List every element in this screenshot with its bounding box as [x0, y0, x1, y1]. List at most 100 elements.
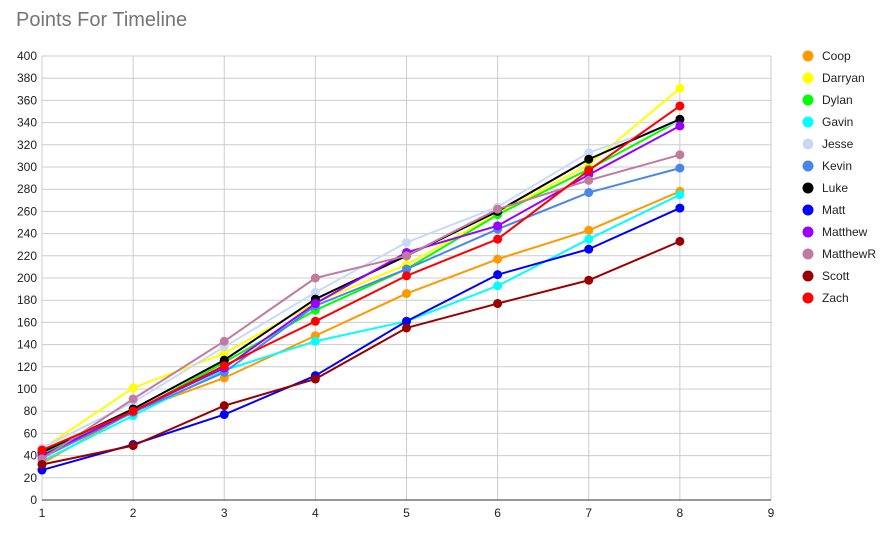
y-tick-label: 60	[24, 426, 38, 440]
y-tick-label: 160	[17, 315, 37, 329]
legend-item-matthewr: MatthewR	[802, 247, 876, 261]
legend-item-jesse: Jesse	[802, 137, 854, 151]
legend-marker	[802, 248, 814, 260]
data-point	[310, 287, 320, 297]
data-point	[584, 175, 594, 185]
legend-marker	[802, 160, 814, 172]
legend-marker	[802, 50, 814, 62]
data-point	[675, 114, 685, 124]
y-tick-label: 220	[17, 249, 37, 263]
data-point	[675, 121, 685, 131]
x-tick-label: 4	[312, 506, 319, 520]
data-point	[219, 361, 229, 371]
y-tick-label: 100	[17, 382, 37, 396]
data-point	[402, 271, 411, 281]
data-point	[584, 148, 594, 158]
y-tick-label: 340	[17, 116, 37, 130]
data-point	[128, 441, 138, 451]
x-tick-label: 1	[39, 506, 46, 520]
legend-label: Coop	[822, 49, 851, 63]
y-tick-label: 180	[17, 293, 37, 307]
legend-label: Darryan	[822, 71, 865, 85]
legend-item-scott: Scott	[802, 269, 850, 283]
data-point	[219, 410, 229, 420]
y-tick-label: 80	[24, 404, 38, 418]
legend-marker	[802, 72, 814, 84]
x-tick-label: 3	[221, 506, 228, 520]
data-point	[128, 394, 138, 404]
data-point	[219, 401, 229, 411]
series-line	[41, 190, 681, 465]
legend-label: Gavin	[822, 115, 853, 129]
legend-item-kevin: Kevin	[802, 159, 852, 173]
y-tick-label: 0	[30, 493, 37, 507]
data-point	[675, 101, 685, 111]
x-tick-label: 5	[403, 506, 410, 520]
legend-item-coop: Coop	[802, 49, 851, 63]
x-tick-label: 7	[585, 506, 592, 520]
data-point	[493, 234, 503, 244]
y-tick-label: 40	[24, 449, 38, 463]
x-tick-label: 8	[677, 506, 684, 520]
data-point	[493, 281, 503, 291]
data-point	[493, 299, 503, 309]
data-point	[584, 275, 594, 285]
legend-label: Dylan	[822, 93, 853, 107]
data-point	[584, 225, 594, 235]
legend-item-matt: Matt	[802, 203, 846, 217]
x-tick-label: 9	[768, 506, 775, 520]
data-point	[584, 234, 594, 244]
legend-item-gavin: Gavin	[802, 115, 853, 129]
legend-marker	[802, 226, 814, 238]
data-point	[219, 336, 229, 346]
legend-item-matthew: Matthew	[802, 225, 868, 239]
y-tick-label: 120	[17, 360, 37, 374]
y-tick-label: 280	[17, 182, 37, 196]
data-point	[310, 374, 320, 384]
data-point	[37, 459, 47, 469]
data-point	[675, 163, 685, 173]
series-line	[41, 153, 681, 460]
y-tick-label: 360	[17, 93, 37, 107]
y-tick-label: 320	[17, 138, 37, 152]
y-tick-label: 400	[17, 49, 37, 63]
data-point	[402, 264, 411, 274]
series-line	[41, 118, 681, 454]
series-line	[41, 167, 681, 459]
data-point	[310, 316, 320, 326]
legend-item-dylan: Dylan	[802, 93, 853, 107]
data-point	[128, 383, 138, 393]
data-point	[128, 406, 138, 416]
y-tick-label: 300	[17, 160, 37, 174]
data-point	[37, 445, 47, 455]
series-coop	[37, 186, 685, 468]
legend-label: Scott	[822, 269, 850, 283]
data-point	[584, 188, 594, 198]
series-matthewr	[37, 150, 685, 464]
data-point	[493, 270, 503, 280]
y-tick-label: 240	[17, 227, 37, 241]
series-line	[41, 87, 681, 450]
y-tick-label: 140	[17, 338, 37, 352]
series-lines	[37, 83, 685, 475]
y-tick-label: 380	[17, 71, 37, 85]
legend-marker	[802, 116, 814, 128]
y-tick-label: 20	[24, 471, 38, 485]
legend-item-zach: Zach	[802, 291, 849, 305]
data-point	[675, 236, 685, 246]
data-point	[402, 316, 411, 326]
legend-label: Jesse	[822, 137, 854, 151]
axes: 0 20 40 60 80 100 120 140 160 180 200 220 240 260 280 3…	[17, 49, 775, 520]
data-point	[493, 254, 503, 264]
series-scott	[37, 236, 685, 469]
legend-marker	[802, 292, 814, 304]
legend-marker	[802, 270, 814, 282]
data-point	[675, 203, 685, 213]
legend-label: Zach	[822, 291, 849, 305]
x-tick-label: 2	[130, 506, 137, 520]
data-point	[493, 204, 503, 214]
data-point	[584, 244, 594, 254]
legend-label: Kevin	[822, 159, 852, 173]
